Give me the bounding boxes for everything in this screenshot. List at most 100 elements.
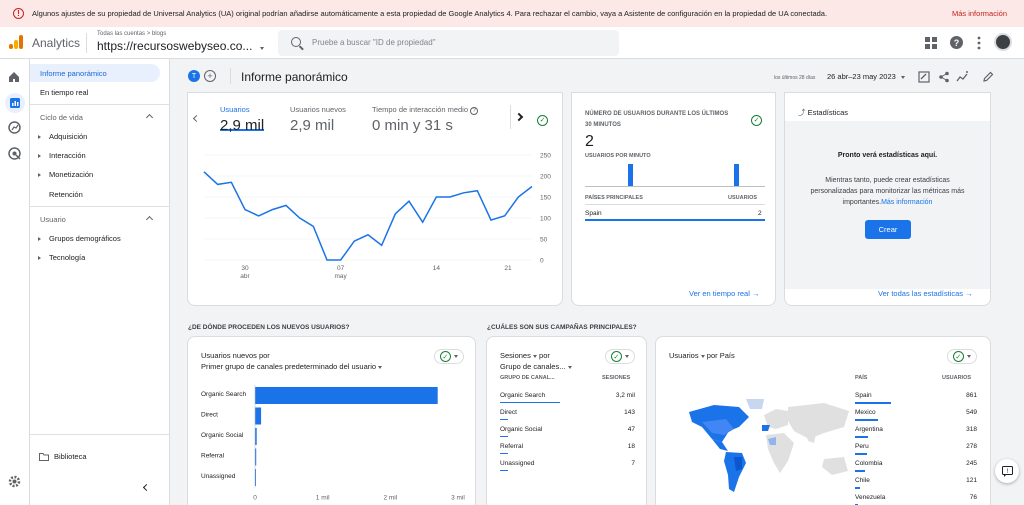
bar-category-label: Organic Social bbox=[201, 432, 244, 439]
campaigns-dimension[interactable]: Grupo de canales... bbox=[500, 362, 572, 371]
campaign-row-name: Unassigned bbox=[500, 460, 535, 467]
help-icon[interactable]: ? bbox=[950, 36, 964, 50]
chevron-up-icon[interactable] bbox=[145, 113, 154, 122]
view-all-insights-link[interactable]: Ver todas las estadísticas → bbox=[878, 289, 973, 298]
trend-icon: ⤴ bbox=[798, 108, 806, 117]
svg-text:!: ! bbox=[1006, 468, 1008, 475]
account-breadcrumb[interactable]: Todas las cuentas > blogs bbox=[97, 31, 167, 37]
campaign-row-name: Organic Social bbox=[500, 426, 543, 433]
campaign-row-name: Referral bbox=[500, 443, 524, 450]
metric-label[interactable]: Usuarios nuevos bbox=[290, 105, 346, 114]
explore-icon[interactable] bbox=[8, 121, 22, 135]
x-tick-label: 3 mil bbox=[451, 495, 465, 502]
insights-icon[interactable] bbox=[956, 70, 969, 88]
chevron-up-icon[interactable] bbox=[145, 215, 154, 224]
col-channel: GRUPO DE CANAL... bbox=[500, 375, 555, 381]
nav-item-demographics[interactable]: Grupos demográficos bbox=[38, 234, 121, 243]
nav-item-overview[interactable]: Informe panorámico bbox=[40, 69, 107, 78]
check-icon[interactable]: ✓ bbox=[537, 109, 548, 127]
country-row-name: Venezuela bbox=[855, 494, 886, 501]
country-row-bar bbox=[855, 436, 869, 438]
feedback-icon[interactable]: ! bbox=[995, 459, 1019, 483]
insights-title: ⤴ Estadísticas bbox=[798, 108, 849, 117]
share-icon[interactable] bbox=[938, 70, 950, 88]
collapse-nav-icon[interactable] bbox=[142, 483, 151, 492]
chevron-down-icon bbox=[625, 355, 630, 358]
selected-metric-underline bbox=[220, 129, 264, 131]
create-button[interactable]: Crear bbox=[865, 220, 911, 239]
edit-report-icon[interactable] bbox=[918, 70, 930, 88]
country-row-bar bbox=[855, 453, 867, 455]
compare-toggle[interactable]: ✓ bbox=[605, 349, 635, 364]
customize-pencil-icon[interactable] bbox=[982, 70, 994, 88]
compare-toggle[interactable]: ✓ bbox=[434, 349, 464, 364]
apps-grid-icon[interactable] bbox=[925, 36, 939, 50]
users-header: USUARIOS bbox=[728, 195, 758, 201]
metric-label[interactable]: Usuarios bbox=[220, 105, 250, 114]
realtime-count: 2 bbox=[585, 133, 594, 150]
metric-value: 0 min y 31 s bbox=[372, 117, 453, 134]
home-icon[interactable] bbox=[8, 70, 22, 84]
x-tick-label: 07 bbox=[337, 265, 345, 272]
country-row-value: 318 bbox=[966, 426, 977, 433]
chevron-down-icon bbox=[259, 47, 264, 50]
country-row-bar bbox=[855, 402, 891, 404]
expand-icon bbox=[38, 237, 41, 242]
learn-more-link[interactable]: Más información bbox=[881, 199, 933, 206]
campaign-row-value: 143 bbox=[624, 409, 635, 416]
more-vert-icon[interactable] bbox=[976, 36, 990, 50]
campaigns-title[interactable]: Sesiones por bbox=[500, 351, 550, 360]
y-tick-label: 50 bbox=[540, 237, 548, 244]
countries-title[interactable]: Usuarios por País bbox=[669, 351, 735, 360]
per-minute-bars bbox=[585, 164, 765, 187]
property-avatar: T bbox=[188, 70, 200, 82]
property-selector[interactable]: https://recursoswebyseo.co... bbox=[97, 39, 264, 53]
nav-item-technology[interactable]: Tecnología bbox=[38, 253, 85, 262]
new-users-title[interactable]: Usuarios nuevos por bbox=[201, 351, 270, 360]
nav-item-realtime[interactable]: En tiempo real bbox=[40, 88, 89, 97]
reports-icon[interactable] bbox=[5, 93, 25, 113]
settings-gear-icon[interactable] bbox=[8, 475, 22, 489]
bar bbox=[255, 428, 257, 445]
chevron-down-icon bbox=[532, 355, 537, 358]
country-row-value: 76 bbox=[969, 494, 977, 501]
campaign-row-bar bbox=[500, 436, 508, 437]
search-input[interactable]: Pruebe a buscar "ID de propiedad" bbox=[278, 30, 619, 56]
y-tick-label: 150 bbox=[540, 195, 551, 202]
compare-toggle[interactable]: ✓ bbox=[947, 349, 977, 364]
nav-section-lifecycle[interactable]: Ciclo de vida bbox=[40, 113, 83, 122]
add-comparison-icon[interactable]: + bbox=[204, 70, 216, 82]
alert-icon: ! bbox=[13, 8, 24, 19]
advertising-icon[interactable] bbox=[8, 147, 22, 161]
nav-item-library[interactable]: Biblioteca bbox=[39, 452, 87, 462]
banner-more-link[interactable]: Más información bbox=[951, 9, 1007, 18]
bar bbox=[255, 387, 438, 404]
section-campaigns: ¿CUÁLES SON SUS CAMPAÑAS PRINCIPALES? bbox=[487, 324, 637, 331]
insights-card: ⤴ Estadísticas Pronto verá estadísticas … bbox=[784, 92, 991, 306]
nav-item-retention[interactable]: Retención bbox=[49, 190, 83, 199]
metric-value: 2,9 mil bbox=[290, 117, 335, 134]
view-realtime-link[interactable]: Ver en tiempo real → bbox=[689, 289, 760, 298]
per-minute-label: USUARIOS POR MINUTO bbox=[585, 153, 651, 159]
country-row-name: Mexico bbox=[855, 409, 876, 416]
metric-label[interactable]: Tiempo de interacción medio ? bbox=[372, 105, 479, 115]
x-tick-label: 14 bbox=[433, 265, 441, 272]
new-users-dimension[interactable]: Primer grupo de canales predeterminado d… bbox=[201, 362, 383, 371]
check-icon[interactable]: ✓ bbox=[751, 109, 762, 127]
date-prefix: los últimos 28 días bbox=[774, 75, 816, 81]
chevron-left-icon[interactable] bbox=[192, 114, 201, 123]
expand-icon bbox=[38, 173, 41, 178]
date-range-picker[interactable]: 26 abr–23 may 2023 bbox=[827, 72, 905, 81]
nav-section-user[interactable]: Usuario bbox=[40, 215, 66, 224]
chevron-right-icon[interactable] bbox=[514, 112, 524, 122]
chevron-down-icon bbox=[454, 355, 459, 358]
avatar[interactable] bbox=[994, 33, 1012, 51]
check-icon: ✓ bbox=[439, 351, 451, 362]
nav-item-acquisition[interactable]: Adquisición bbox=[38, 132, 87, 141]
countries-card: Usuarios por País ✓ PAÍS USUARIOS Spain 8… bbox=[655, 336, 991, 505]
left-rail bbox=[0, 59, 30, 505]
nav-item-monetization[interactable]: Monetización bbox=[38, 170, 93, 179]
nav-item-engagement[interactable]: Interacción bbox=[38, 151, 86, 160]
metric-value: 2,9 mil bbox=[220, 117, 265, 134]
